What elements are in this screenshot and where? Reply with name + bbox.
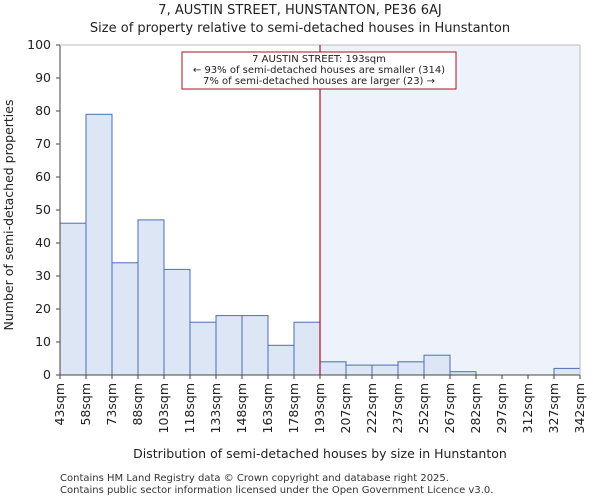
x-axis-label: Distribution of semi-detached houses by …: [133, 446, 507, 461]
x-tick-label: 73sqm: [104, 383, 119, 426]
y-tick-label: 80: [35, 103, 51, 118]
plot-area: 0 10 20 30 40 50 60 70 80 90 100 43sqm 58sqm 73sqm 88s…: [27, 37, 587, 433]
y-tick-label: 40: [35, 235, 51, 250]
histogram-bar: [345, 364, 373, 376]
y-tick-label: 50: [35, 202, 51, 217]
x-tick-label: 327sqm: [546, 383, 561, 433]
histogram-bar: [553, 367, 581, 376]
x-tick-label: 193sqm: [312, 383, 327, 433]
y-tick-label: 90: [35, 70, 51, 85]
x-tick-label: 312sqm: [520, 383, 535, 433]
x-tick-label: 58sqm: [78, 383, 93, 426]
histogram-bar: [267, 344, 295, 376]
x-tick-label: 237sqm: [390, 383, 405, 433]
annotation-larger-text: 7% of semi-detached houses are larger (2…: [203, 76, 435, 87]
histogram-bar: [371, 364, 399, 376]
x-tick-label: 148sqm: [234, 383, 249, 433]
x-tick-label: 163sqm: [260, 383, 275, 433]
footer-line-2: Contains public sector information licen…: [60, 485, 493, 496]
x-tick-label: 133sqm: [208, 383, 223, 433]
x-tick-label: 43sqm: [52, 383, 67, 426]
y-tick-label: 10: [35, 334, 51, 349]
y-axis-label: Number of semi-detached properties: [1, 100, 16, 331]
x-tick-label: 88sqm: [130, 383, 145, 426]
x-tick-label: 118sqm: [182, 383, 197, 433]
histogram-bar: [189, 321, 217, 376]
y-tick-label: 100: [27, 37, 51, 52]
y-tick-label: 0: [43, 367, 51, 382]
y-tick-label: 20: [35, 301, 51, 316]
histogram-bar: [215, 315, 243, 376]
histogram-bar: [163, 268, 191, 376]
x-tick-label: 267sqm: [442, 383, 457, 433]
larger-region-shade: [320, 45, 580, 375]
x-tick-label: 207sqm: [338, 383, 353, 433]
y-tick-label: 60: [35, 169, 51, 184]
chart-subtitle: Size of property relative to semi-detach…: [90, 21, 510, 36]
x-tick-label: 178sqm: [286, 383, 301, 433]
annotation-title: 7 AUSTIN STREET: 193sqm: [252, 54, 386, 65]
histogram-bar: [423, 354, 451, 376]
x-tick-label: 252sqm: [416, 383, 431, 433]
x-tick-label: 297sqm: [494, 383, 509, 433]
histogram-bar: [293, 321, 321, 376]
histogram-bar: [241, 315, 269, 376]
x-tick-label: 282sqm: [468, 383, 483, 433]
histogram-bar: [397, 361, 425, 376]
histogram-bar: [59, 222, 87, 376]
footer-line-1: Contains HM Land Registry data © Crown c…: [60, 473, 449, 484]
x-tick-label: 103sqm: [156, 383, 171, 433]
chart-title: 7, AUSTIN STREET, HUNSTANTON, PE36 6AJ: [158, 3, 441, 18]
histogram-bar: [85, 113, 113, 376]
histogram-bar: [111, 262, 139, 376]
y-tick-label: 30: [35, 268, 51, 283]
annotation-box: [181, 51, 457, 90]
x-tick-label: 222sqm: [364, 383, 379, 433]
histogram-bar: [137, 219, 165, 376]
histogram-bar: [319, 361, 347, 376]
x-tick-label: 342sqm: [572, 383, 587, 433]
annotation-smaller-text: ← 93% of semi-detached houses are smalle…: [193, 65, 445, 76]
y-tick-label: 70: [35, 136, 51, 151]
